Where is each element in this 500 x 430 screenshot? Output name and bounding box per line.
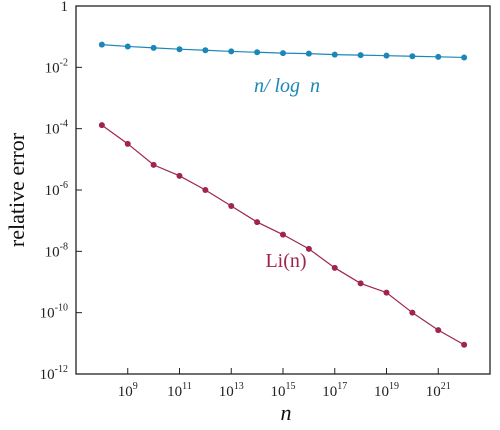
data-point: [228, 203, 235, 210]
data-point: [124, 43, 131, 50]
data-point: [461, 341, 468, 348]
data-point: [176, 46, 183, 53]
data-point: [305, 50, 312, 57]
series-label-n-over-log-n: n/ log n: [254, 75, 320, 97]
y-tick-label: 10-10: [40, 303, 68, 322]
x-axis-ticks: 109 1011 1013 1015 1017 1019 1021: [118, 368, 451, 400]
data-point: [357, 52, 364, 59]
data-point: [202, 47, 209, 54]
y-tick-label: 1: [61, 0, 69, 15]
plot-frame: [75, 5, 491, 375]
data-point: [305, 245, 312, 252]
data-point: [98, 122, 105, 129]
y-axis-ticks: 1 10-2 10-4 10-6 10-8 10-10 10-12: [40, 0, 82, 383]
y-tick-label: 10-12: [40, 364, 68, 383]
series-layer: [98, 41, 468, 348]
data-point: [461, 54, 468, 61]
data-point: [176, 172, 183, 179]
data-point: [435, 327, 442, 334]
data-point: [435, 53, 442, 60]
data-point: [150, 161, 157, 168]
y-tick-label: 10-6: [45, 180, 68, 199]
y-axis-title: relative error: [4, 132, 29, 247]
data-point: [202, 187, 209, 193]
series-label-li-n: Li(n): [265, 250, 306, 272]
x-tick-label: 1019: [374, 381, 399, 400]
data-point: [383, 289, 390, 296]
data-point: [150, 44, 157, 51]
x-tick-label: 1011: [167, 381, 192, 400]
data-point: [409, 309, 416, 316]
data-point: [254, 49, 261, 56]
data-point: [228, 48, 235, 55]
x-tick-label: 109: [118, 381, 138, 400]
x-tick-label: 1021: [426, 381, 451, 400]
data-point: [331, 264, 338, 271]
y-tick-label: 10-8: [45, 241, 68, 260]
data-point: [383, 52, 390, 59]
x-tick-label: 1013: [219, 381, 244, 400]
x-axis-title: n: [281, 400, 292, 425]
x-tick-label: 1015: [271, 381, 296, 400]
data-point: [357, 280, 364, 287]
data-point: [254, 219, 261, 226]
data-point: [409, 53, 416, 60]
data-point: [331, 51, 338, 58]
data-point: [280, 231, 286, 238]
y-tick-label: 10-4: [45, 119, 68, 138]
data-point: [98, 41, 105, 48]
x-tick-label: 1017: [322, 381, 347, 400]
y-tick-label: 10-2: [45, 57, 68, 76]
data-point: [280, 50, 286, 57]
data-point: [124, 140, 131, 147]
